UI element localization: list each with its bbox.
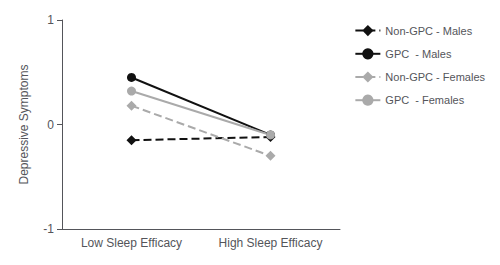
svg-text:GPC - Males: GPC - Males bbox=[385, 48, 452, 60]
svg-text:High Sleep Efficacy: High Sleep Efficacy bbox=[219, 236, 323, 250]
svg-text:GPC - Females: GPC - Females bbox=[385, 94, 464, 106]
svg-text:-1: -1 bbox=[43, 222, 54, 236]
svg-text:Non-GPC - Males: Non-GPC - Males bbox=[385, 25, 472, 37]
svg-text:Low Sleep Efficacy: Low Sleep Efficacy bbox=[81, 236, 182, 250]
svg-text:Depressive Symptoms: Depressive Symptoms bbox=[17, 64, 31, 184]
svg-text:1: 1 bbox=[47, 13, 54, 27]
svg-text:0: 0 bbox=[47, 118, 54, 132]
svg-text:Non-GPC - Females: Non-GPC - Females bbox=[385, 71, 485, 83]
